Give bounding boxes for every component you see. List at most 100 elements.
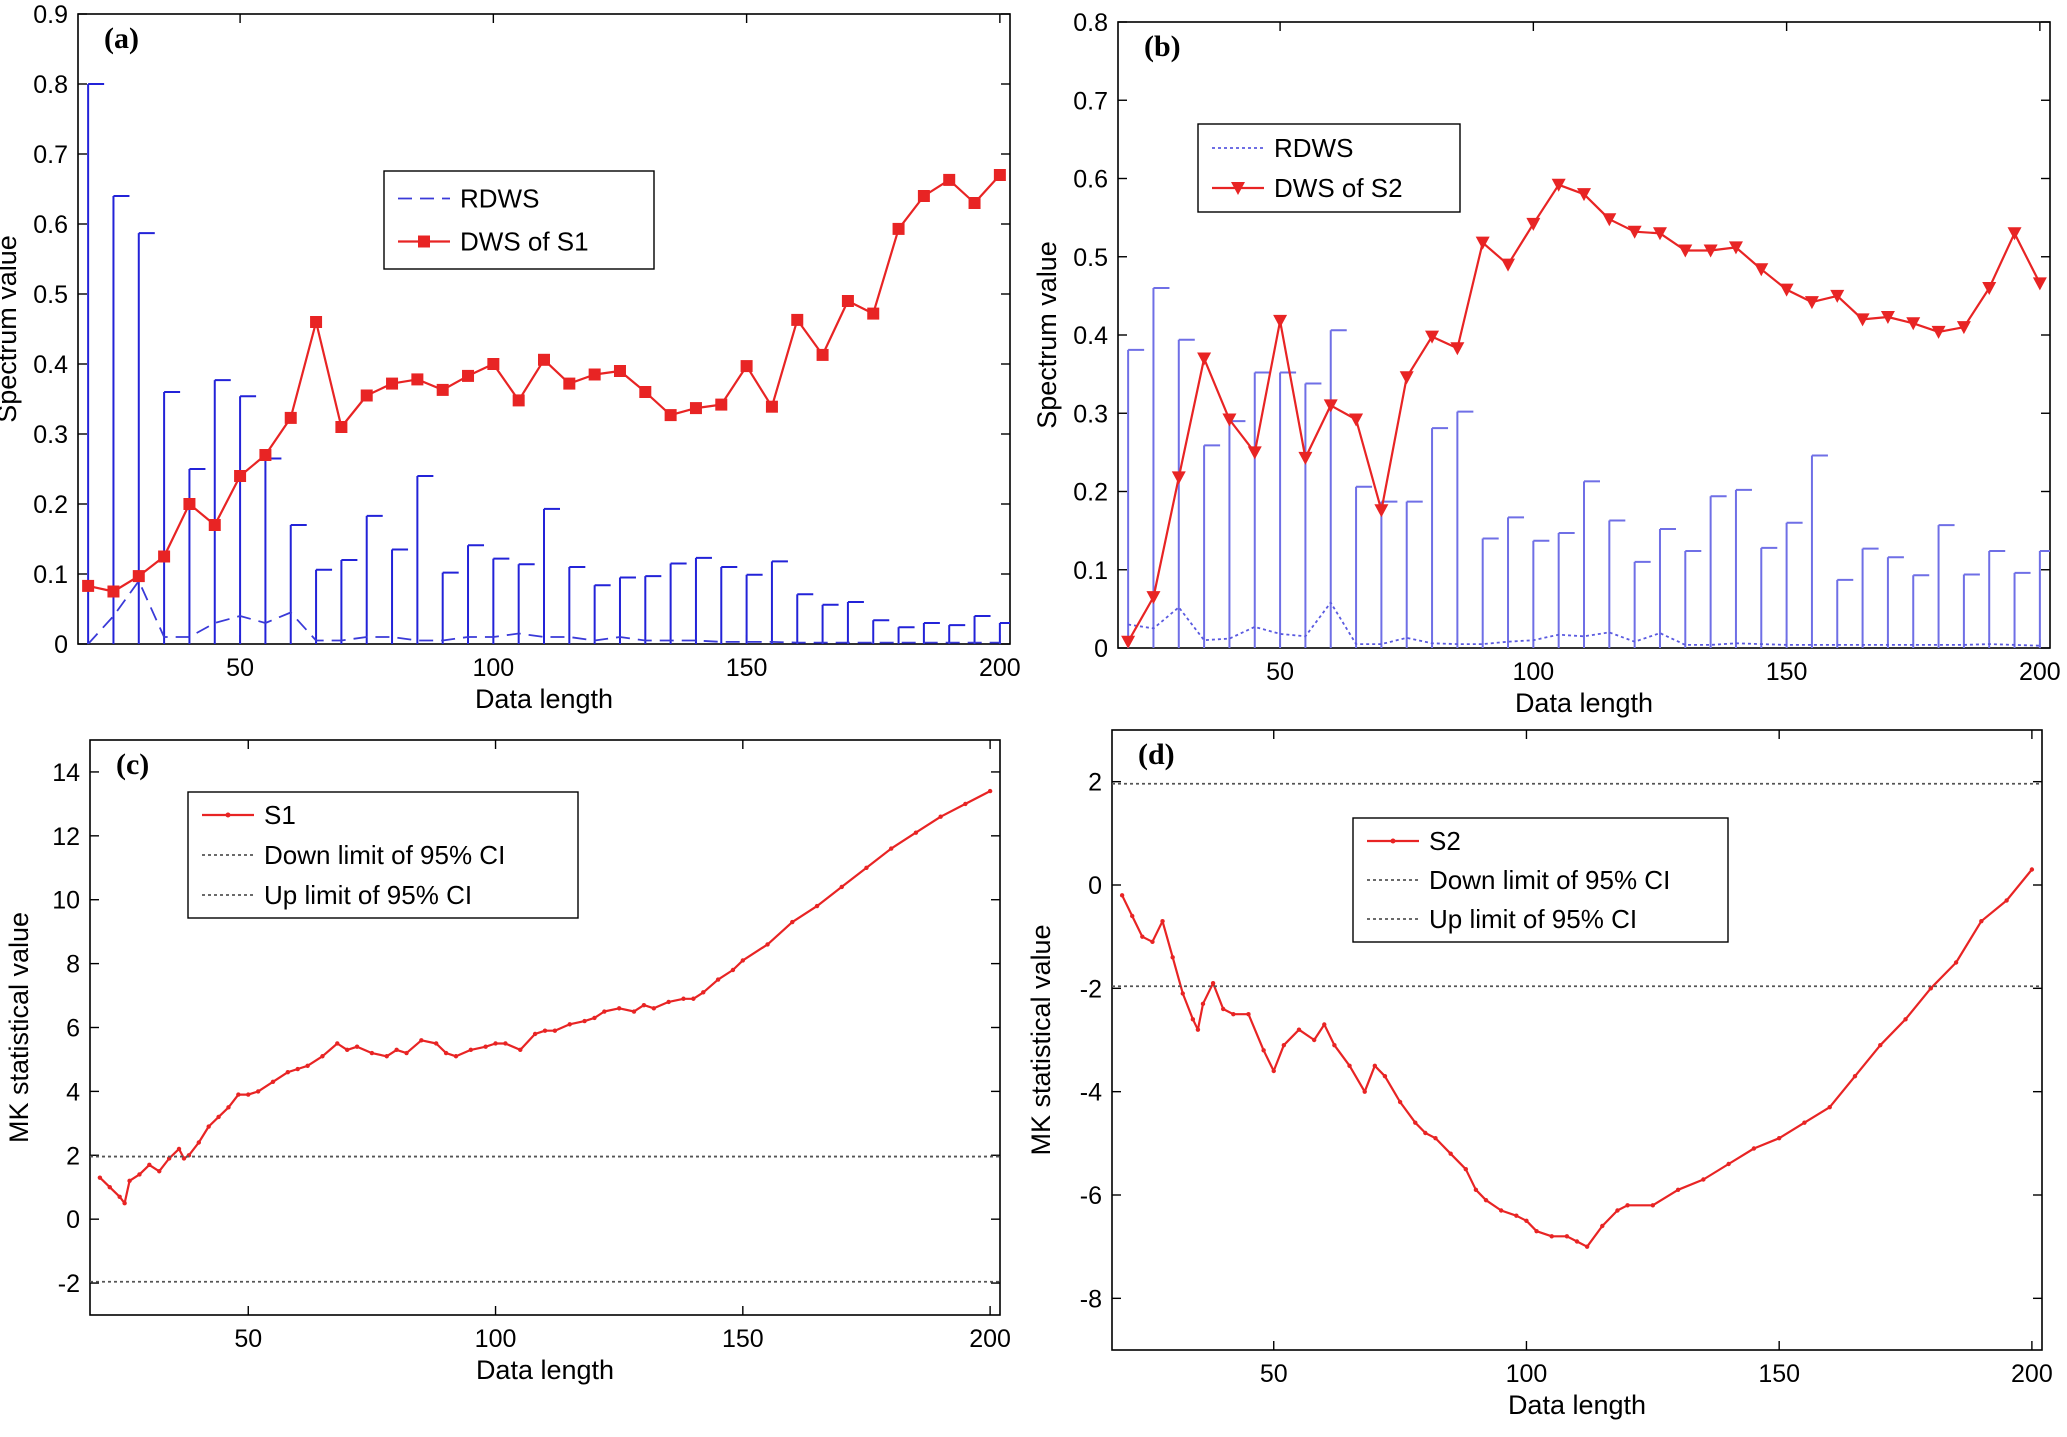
data-point <box>1210 980 1216 986</box>
data-point <box>588 368 601 381</box>
series-s2 <box>1119 867 2035 1249</box>
data-point <box>284 411 297 424</box>
data-point <box>1701 1177 1706 1182</box>
data-point <box>1880 311 1895 325</box>
x-axis-label: Data length <box>476 1355 614 1385</box>
y-tick-label: 0.9 <box>33 1 68 29</box>
y-tick-label: 0 <box>1094 635 1108 663</box>
y-axis-label: Spectrum value <box>0 235 22 423</box>
data-point <box>493 1041 498 1046</box>
y-tick-label: 0.6 <box>1073 166 1108 194</box>
data-point <box>1953 960 1959 965</box>
data-point <box>1855 313 1870 327</box>
y-tick-label: 14 <box>52 759 80 787</box>
data-point <box>1425 330 1440 344</box>
data-point <box>664 409 677 422</box>
y-tick-label: -6 <box>1080 1182 1102 1210</box>
y-tick-label: -2 <box>1080 975 1102 1003</box>
data-point <box>1273 314 1288 328</box>
data-point <box>968 197 981 209</box>
legend-box <box>1197 123 1461 213</box>
x-tick-label: 100 <box>1512 658 1554 686</box>
data-point <box>1779 283 1794 297</box>
data-point <box>132 570 145 583</box>
data-point <box>453 1054 459 1059</box>
data-point <box>1475 236 1490 250</box>
data-point <box>567 1022 572 1027</box>
data-point <box>487 358 500 370</box>
data-point <box>2029 867 2035 872</box>
legend-marker <box>225 812 231 818</box>
data-point <box>208 519 221 531</box>
y-tick-label: 0.8 <box>33 71 68 99</box>
data-point <box>1751 1146 1757 1151</box>
data-point <box>1931 325 1946 339</box>
panel-c: -2 0 2 4 6 8 10 12 14 50 100 150 200 Data length MK st… <box>4 739 1011 1385</box>
data-point <box>1347 1063 1352 1069</box>
data-point <box>518 1047 523 1053</box>
data-point <box>147 1162 152 1168</box>
legend-label: Down limit of 95% CI <box>264 840 505 870</box>
panel-b: 0 0.1 0.2 0.3 0.4 0.5 0.6 0.7 0.8 50 100 150 200 Data… <box>1032 9 2061 718</box>
data-point <box>1852 1073 1858 1079</box>
data-point <box>2032 277 2047 291</box>
legend-label: Up limit of 95% CI <box>1429 904 1637 934</box>
data-point <box>1726 1161 1731 1167</box>
y-axis-label: MK statistical value <box>4 912 34 1143</box>
x-tick-label: 100 <box>475 1325 517 1353</box>
panel-a: 0 0.1 0.2 0.3 0.4 0.5 0.6 0.7 0.8 0.9 50 100 150 200 D… <box>0 1 1021 714</box>
data-point <box>1247 446 1262 460</box>
legend-label: DWS of S1 <box>460 227 589 257</box>
panel-label: (d) <box>1138 738 1175 771</box>
x-axis-label: Data length <box>1508 1390 1646 1420</box>
data-point <box>270 1079 276 1085</box>
y-tick-label: 0.2 <box>1073 479 1108 507</box>
data-point <box>790 919 795 925</box>
data-point <box>1397 1099 1403 1105</box>
data-point <box>1382 1073 1388 1079</box>
data-point <box>1526 217 1541 231</box>
data-point <box>765 400 778 413</box>
y-tick-label: 0.7 <box>33 141 68 169</box>
data-point <box>987 788 993 794</box>
data-point <box>1195 1027 1201 1032</box>
data-point <box>320 1054 325 1059</box>
data-point <box>1574 1239 1580 1244</box>
data-point <box>715 398 728 411</box>
y-tick-label: 0.1 <box>1073 557 1108 585</box>
data-point <box>1830 289 1845 303</box>
data-point <box>1311 1037 1317 1043</box>
series-rdws <box>87 83 1010 644</box>
x-tick-label: 200 <box>2019 658 2061 686</box>
panel-d: -8 -6 -4 -2 0 2 50 100 150 200 Data length MK stati… <box>1026 729 2053 1420</box>
y-tick-label: -8 <box>1080 1285 1102 1313</box>
x-tick-label: 200 <box>2011 1360 2053 1388</box>
data-point <box>1190 1017 1196 1022</box>
data-point <box>1906 317 1921 331</box>
data-point <box>1222 413 1237 427</box>
data-point <box>1473 1187 1479 1193</box>
y-tick-label: 0.3 <box>33 421 68 449</box>
data-point <box>1171 471 1186 485</box>
legend: S2 Down limit of 95% CI Up limit of 95% CI <box>1352 817 1729 943</box>
data-layer <box>82 83 1010 644</box>
data-point <box>1180 991 1185 996</box>
data-point <box>1627 225 1642 239</box>
data-point <box>1650 1203 1656 1208</box>
data-point <box>791 313 804 326</box>
data-point <box>681 996 686 1001</box>
data-point <box>1584 1244 1590 1249</box>
data-point <box>1281 1042 1287 1048</box>
data-point <box>1271 1068 1276 1074</box>
data-point <box>295 1066 300 1072</box>
data-point <box>246 1092 251 1097</box>
data-point <box>419 1038 424 1043</box>
x-tick-label: 150 <box>722 1325 764 1353</box>
data-point <box>394 1047 399 1053</box>
data-point <box>740 958 746 963</box>
data-point <box>1322 1022 1327 1027</box>
data-point <box>236 1092 241 1097</box>
data-point <box>1675 1187 1681 1193</box>
data-point <box>462 369 475 382</box>
data-point <box>740 360 753 373</box>
